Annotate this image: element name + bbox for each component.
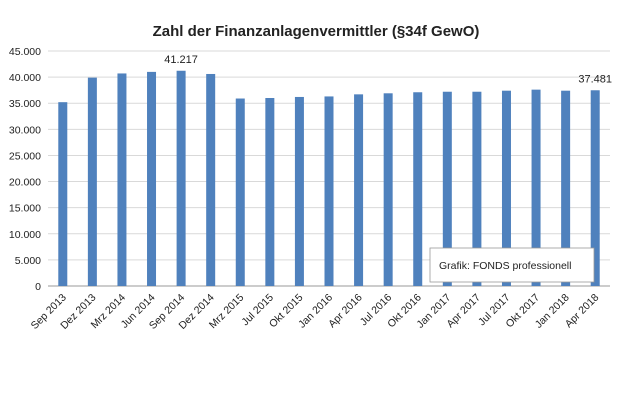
source-note-box xyxy=(429,247,595,283)
bar xyxy=(472,91,482,286)
bar xyxy=(531,89,541,287)
bar xyxy=(147,71,157,286)
y-tick-label: 10.000 xyxy=(9,229,41,241)
bar xyxy=(383,93,393,286)
y-tick-label: 5.000 xyxy=(15,255,41,267)
y-tick-label: 20.000 xyxy=(9,177,41,189)
y-tick-label: 40.000 xyxy=(9,72,41,84)
y-tick-label: 25.000 xyxy=(9,150,41,162)
bar xyxy=(354,94,364,286)
bars xyxy=(58,70,600,287)
bar xyxy=(87,77,97,286)
source-note-text: Grafik: FONDS professionell xyxy=(439,260,571,272)
source-note: Grafik: FONDS professionell xyxy=(429,247,595,283)
y-tick-label: 35.000 xyxy=(9,98,41,110)
data-label: 37.481 xyxy=(578,73,612,85)
bar xyxy=(176,70,186,286)
bar xyxy=(442,91,452,286)
bar xyxy=(58,102,68,286)
bar xyxy=(117,73,127,286)
bar xyxy=(206,73,216,286)
bar xyxy=(294,96,304,286)
y-axis-tick-labels: 0 5.000 10.000 15.000 20.000 25.000 30.000 35.0… xyxy=(9,46,41,293)
y-tick-label: 30.000 xyxy=(9,124,41,136)
bar xyxy=(324,96,334,286)
y-tick-label: 0 xyxy=(35,281,41,293)
data-labels: 41.217 37.481 xyxy=(164,54,612,86)
bar xyxy=(561,90,571,286)
bar xyxy=(590,90,600,286)
bar xyxy=(413,92,423,286)
bar xyxy=(265,98,275,286)
y-tick-label: 15.000 xyxy=(9,203,41,215)
data-label: 41.217 xyxy=(164,54,198,66)
chart-title: Zahl der Finanzanlagenvermittler (§34f G… xyxy=(153,23,480,40)
bar xyxy=(235,98,245,287)
y-tick-label: 45.000 xyxy=(9,46,41,58)
bar xyxy=(501,90,511,286)
